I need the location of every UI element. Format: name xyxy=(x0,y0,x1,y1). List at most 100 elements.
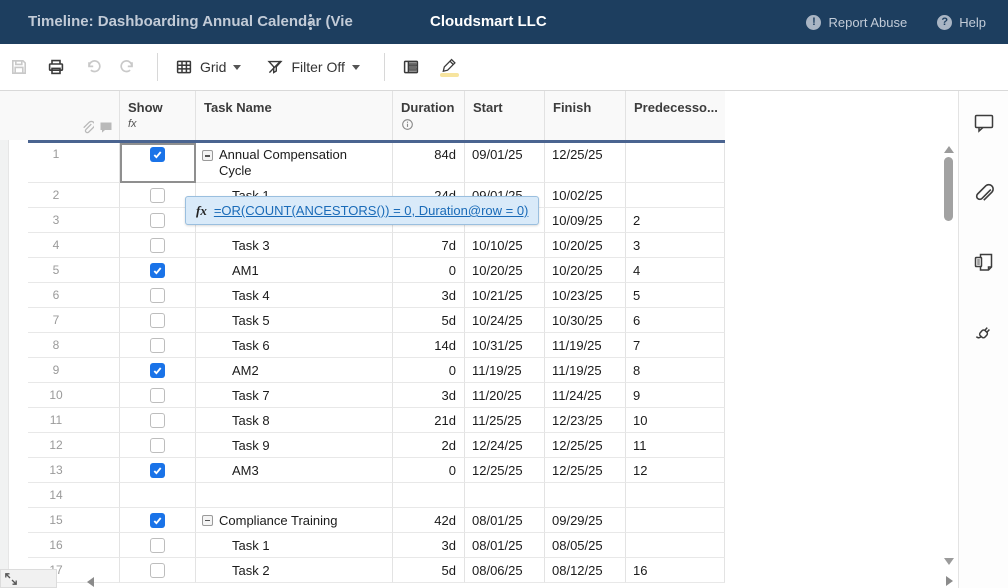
checkbox-checked[interactable] xyxy=(150,263,165,278)
checkbox-unchecked[interactable] xyxy=(150,438,165,453)
row-number-cell[interactable]: 4 xyxy=(28,233,120,258)
finish-date-cell[interactable]: 10/02/25 xyxy=(545,183,626,208)
show-cell[interactable] xyxy=(120,308,196,333)
show-cell[interactable] xyxy=(120,433,196,458)
start-date-cell[interactable]: 11/20/25 xyxy=(465,383,545,408)
checkbox-unchecked[interactable] xyxy=(150,288,165,303)
checkbox-unchecked[interactable] xyxy=(150,338,165,353)
checkbox-checked[interactable] xyxy=(150,147,165,162)
predecessor-cell[interactable]: 12 xyxy=(626,458,725,483)
column-header-task-name[interactable]: Task Name xyxy=(196,91,393,140)
predecessor-cell[interactable]: 5 xyxy=(626,283,725,308)
predecessor-cell[interactable]: 4 xyxy=(626,258,725,283)
formula-text[interactable]: =OR(COUNT(ANCESTORS()) = 0, Duration@row… xyxy=(214,203,529,218)
predecessor-cell[interactable] xyxy=(626,183,725,208)
show-cell[interactable] xyxy=(120,283,196,308)
collapse-row-icon[interactable] xyxy=(202,515,213,526)
attachment-column-icon[interactable] xyxy=(80,119,94,134)
checkbox-unchecked[interactable] xyxy=(150,213,165,228)
predecessor-cell[interactable] xyxy=(626,508,725,533)
row-number-cell[interactable]: 7 xyxy=(28,308,120,333)
row-number-cell[interactable]: 12 xyxy=(28,433,120,458)
row-number-cell[interactable]: 15 xyxy=(28,508,120,533)
start-date-cell[interactable]: 10/24/25 xyxy=(465,308,545,333)
start-date-cell[interactable]: 10/10/25 xyxy=(465,233,545,258)
duration-cell[interactable]: 0 xyxy=(393,358,465,383)
scroll-left-arrow[interactable] xyxy=(87,577,94,587)
predecessor-cell[interactable]: 9 xyxy=(626,383,725,408)
predecessor-cell[interactable]: 8 xyxy=(626,358,725,383)
duration-cell[interactable]: 84d xyxy=(393,143,465,183)
row-number-cell[interactable]: 13 xyxy=(28,458,120,483)
start-date-cell[interactable]: 11/19/25 xyxy=(465,358,545,383)
task-name-cell[interactable]: Task 9 xyxy=(196,433,393,458)
row-number-cell[interactable]: 6 xyxy=(28,283,120,308)
task-name-cell[interactable]: Task 6 xyxy=(196,333,393,358)
checkbox-checked[interactable] xyxy=(150,513,165,528)
row-number-cell[interactable]: 16 xyxy=(28,533,120,558)
finish-date-cell[interactable]: 11/19/25 xyxy=(545,333,626,358)
show-cell[interactable] xyxy=(120,533,196,558)
task-name-cell[interactable]: Task 1 xyxy=(196,533,393,558)
row-number-cell[interactable]: 10 xyxy=(28,383,120,408)
proofs-panel-icon[interactable] xyxy=(972,251,996,275)
predecessor-cell[interactable]: 16 xyxy=(626,558,725,583)
start-date-cell[interactable] xyxy=(465,483,545,508)
print-button[interactable] xyxy=(47,58,65,76)
column-header-predecessors[interactable]: Predecesso... xyxy=(626,91,725,140)
duration-cell[interactable] xyxy=(393,483,465,508)
row-number-cell[interactable]: 8 xyxy=(28,333,120,358)
finish-date-cell[interactable]: 08/12/25 xyxy=(545,558,626,583)
finish-date-cell[interactable]: 10/09/25 xyxy=(545,208,626,233)
attachments-panel-icon[interactable] xyxy=(972,181,996,205)
start-date-cell[interactable]: 09/01/25 xyxy=(465,143,545,183)
row-number-cell[interactable]: 5 xyxy=(28,258,120,283)
show-cell[interactable] xyxy=(120,558,196,583)
row-number-cell[interactable]: 9 xyxy=(28,358,120,383)
show-cell[interactable] xyxy=(120,458,196,483)
collapse-row-icon[interactable] xyxy=(202,150,213,161)
row-report-button[interactable] xyxy=(402,58,420,76)
finish-date-cell[interactable]: 10/20/25 xyxy=(545,258,626,283)
checkbox-unchecked[interactable] xyxy=(150,388,165,403)
task-name-cell[interactable]: Task 4 xyxy=(196,283,393,308)
predecessor-cell[interactable]: 10 xyxy=(626,408,725,433)
finish-date-cell[interactable]: 12/23/25 xyxy=(545,408,626,433)
scroll-up-arrow[interactable] xyxy=(944,146,954,153)
undo-button[interactable] xyxy=(85,58,103,76)
predecessor-cell[interactable]: 3 xyxy=(626,233,725,258)
task-name-cell[interactable]: Task 8 xyxy=(196,408,393,433)
duration-cell[interactable]: 0 xyxy=(393,258,465,283)
predecessor-cell[interactable]: 2 xyxy=(626,208,725,233)
start-date-cell[interactable]: 08/01/25 xyxy=(465,533,545,558)
checkbox-unchecked[interactable] xyxy=(150,238,165,253)
expand-sheet-button[interactable] xyxy=(0,569,57,588)
task-name-cell[interactable]: Task 7 xyxy=(196,383,393,408)
finish-date-cell[interactable]: 11/19/25 xyxy=(545,358,626,383)
duration-cell[interactable]: 21d xyxy=(393,408,465,433)
checkbox-unchecked[interactable] xyxy=(150,313,165,328)
duration-cell[interactable]: 14d xyxy=(393,333,465,358)
predecessor-cell[interactable]: 11 xyxy=(626,433,725,458)
show-cell[interactable] xyxy=(120,333,196,358)
show-cell[interactable] xyxy=(120,143,196,183)
duration-cell[interactable]: 3d xyxy=(393,283,465,308)
task-name-cell[interactable]: Task 5 xyxy=(196,308,393,333)
show-cell[interactable] xyxy=(120,358,196,383)
scroll-down-arrow[interactable] xyxy=(944,558,954,565)
start-date-cell[interactable]: 11/25/25 xyxy=(465,408,545,433)
column-header-duration[interactable]: Duration xyxy=(393,91,465,140)
row-number-cell[interactable]: 1 xyxy=(28,143,120,183)
predecessor-cell[interactable]: 6 xyxy=(626,308,725,333)
duration-cell[interactable]: 5d xyxy=(393,558,465,583)
task-name-cell[interactable] xyxy=(196,483,393,508)
start-date-cell[interactable]: 10/20/25 xyxy=(465,258,545,283)
task-name-cell[interactable]: Task 2 xyxy=(196,558,393,583)
checkbox-unchecked[interactable] xyxy=(150,563,165,578)
report-abuse-button[interactable]: ! Report Abuse xyxy=(806,15,907,30)
start-date-cell[interactable]: 12/24/25 xyxy=(465,433,545,458)
scroll-right-arrow[interactable] xyxy=(946,576,953,586)
row-number-cell[interactable]: 3 xyxy=(28,208,120,233)
show-cell[interactable] xyxy=(120,233,196,258)
comment-column-icon[interactable] xyxy=(99,121,113,134)
